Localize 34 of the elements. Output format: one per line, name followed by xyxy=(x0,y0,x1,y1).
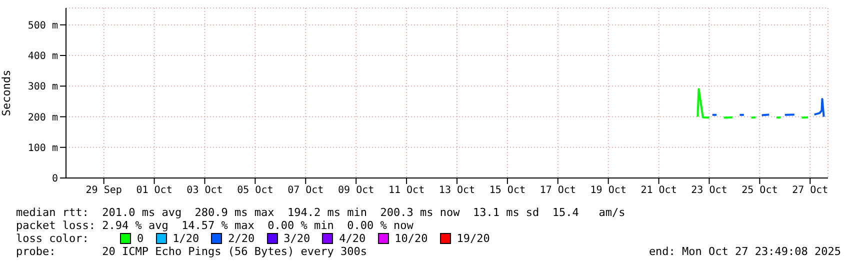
y-tick-label: 0 xyxy=(52,174,58,185)
y-tick-label: 200 m xyxy=(28,112,58,124)
y-tick-label: 300 m xyxy=(28,82,58,93)
x-tick-label: 21 Oct xyxy=(640,185,677,196)
x-tick-label: 27 Oct xyxy=(792,185,828,196)
y-tick-label: 500 m xyxy=(28,20,58,32)
text: packet loss: 2.94 % avg 14.57 % max 0.00 % min 0.00 % now xyxy=(16,219,414,232)
legend-label: 10/20 xyxy=(394,232,428,245)
legend-label: 19/20 xyxy=(456,232,490,245)
x-tick-label: 01 Oct xyxy=(136,185,172,196)
y-tick-label: 400 m xyxy=(28,51,58,62)
text: median rtt: 201.0 ms avg 280.9 ms max 194.2 ms min 200.3 ms now 13.1 ms sd 15.4 am/s xyxy=(16,206,626,219)
y-tick-label: 100 m xyxy=(28,142,58,154)
x-tick-label: 05 Oct xyxy=(237,185,274,196)
x-tick-label: 11 Oct xyxy=(388,185,425,196)
x-tick-label: 15 Oct xyxy=(489,185,526,196)
x-tick-label: 25 Oct xyxy=(742,185,778,196)
legend-label: 4/20 xyxy=(338,232,366,245)
legend-label: 2/20 xyxy=(227,232,255,245)
x-tick-label: 07 Oct xyxy=(288,185,324,196)
legend-label: 0 xyxy=(136,232,144,245)
legend-label: 1/20 xyxy=(172,232,200,245)
x-tick-label: 13 Oct xyxy=(438,185,476,196)
y-axis-title: Seconds xyxy=(0,70,13,116)
x-tick-label: 29 Sep xyxy=(86,185,122,196)
text: end: Mon Oct 27 23:49:08 2025 xyxy=(648,245,841,258)
x-tick-label: 19 Oct xyxy=(590,185,626,196)
x-tick-label: 23 Oct xyxy=(691,185,728,196)
legend-label: 3/20 xyxy=(282,232,310,245)
x-tick-label: 03 Oct xyxy=(186,185,223,196)
x-tick-label: 09 Oct xyxy=(338,185,374,196)
legend-title: loss color: xyxy=(16,232,90,245)
text: probe: 20 ICMP Echo Pings (56 Bytes) every 300s xyxy=(16,245,367,258)
x-tick-label: 17 Oct xyxy=(540,185,576,196)
